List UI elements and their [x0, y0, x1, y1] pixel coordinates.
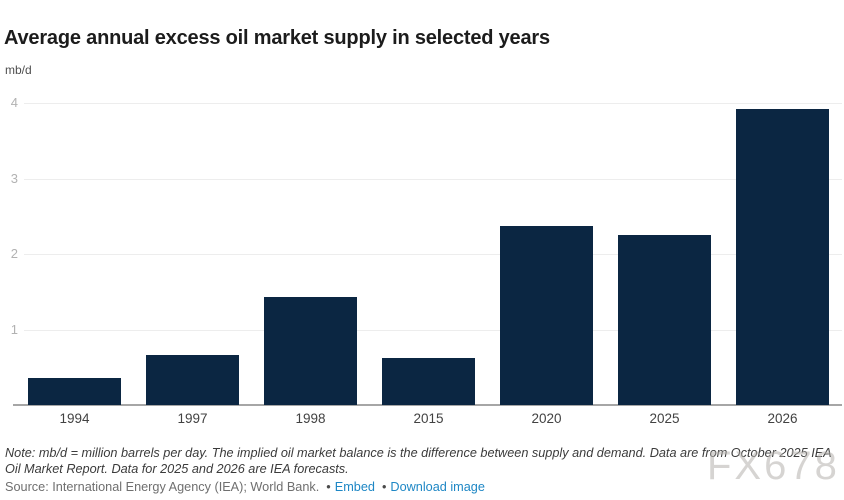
y-tick-label: 3	[10, 170, 18, 186]
separator-bullet: •	[326, 480, 331, 494]
x-axis-line	[13, 404, 842, 406]
bar-2025	[618, 235, 711, 405]
y-tick-label: 4	[10, 95, 18, 111]
y-tick-label: 1	[10, 321, 18, 337]
x-tick-label: 2015	[413, 411, 444, 426]
source-line: Source: International Energy Agency (IEA…	[5, 480, 485, 494]
x-tick-label: 1998	[295, 411, 326, 426]
bar-2026	[736, 108, 829, 405]
gridline-y2	[24, 254, 842, 256]
x-tick-label: 2025	[649, 411, 680, 426]
bar-2020	[500, 225, 593, 405]
page-title: Average annual excess oil market supply …	[4, 27, 550, 49]
separator-bullet: •	[381, 480, 387, 494]
bar-1997	[146, 355, 239, 405]
y-axis-units-label: mb/d	[5, 63, 32, 77]
source-text: Source: International Energy Agency (IEA…	[5, 480, 320, 494]
x-tick-label: 2026	[767, 411, 798, 426]
download-image-link[interactable]: Download image	[390, 480, 485, 494]
gridline-y3	[24, 178, 842, 180]
x-tick-label: 2020	[531, 411, 562, 426]
footnote: Note: mb/d = million barrels per day. Th…	[5, 446, 832, 476]
bar-1998	[264, 297, 357, 405]
gridline-y4	[24, 103, 842, 105]
embed-link[interactable]: Embed	[334, 480, 375, 494]
gridline-y1	[24, 329, 842, 331]
y-tick-label: 2	[10, 246, 18, 262]
x-tick-label: 1997	[177, 411, 208, 426]
x-tick-label: 1994	[59, 411, 90, 426]
bar-1994	[28, 377, 121, 405]
bar-2015	[382, 358, 475, 405]
